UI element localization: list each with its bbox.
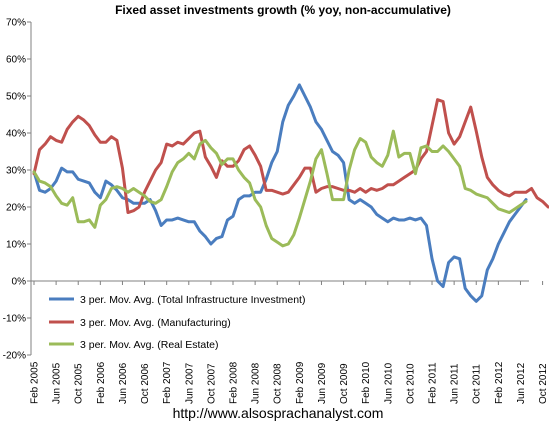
y-tick-label: 30%	[6, 166, 26, 177]
footer-url: http://www.alsosprachanalyst.com	[173, 405, 384, 421]
y-tick-label: 20%	[6, 203, 26, 214]
x-tick-label: Feb 2007	[162, 361, 173, 404]
x-tick-label: Jun 2009	[317, 362, 328, 404]
x-tick-label: Jun 2012	[516, 362, 527, 404]
y-axis: 70% 60% 50% 40% 30% 20% 10% 0% -10% -20%	[3, 18, 32, 362]
legend-label: 3 per. Mov. Avg. (Real Estate)	[80, 339, 219, 351]
y-tick-label: 0%	[12, 277, 27, 288]
x-tick-label: Feb 2012	[494, 361, 505, 404]
x-tick-label: Jun 2008	[251, 362, 262, 404]
y-tick-label: 60%	[6, 55, 26, 66]
y-tick-label: 10%	[6, 240, 26, 251]
y-tick-label: 40%	[6, 129, 26, 140]
x-tick-label: Feb 2011	[428, 362, 439, 404]
y-tick-label: -20%	[3, 351, 26, 362]
legend-label: 3 per. Mov. Avg. (Manufacturing)	[80, 317, 231, 329]
x-tick-label: Jun 2010	[383, 362, 394, 404]
x-tick-label: Oct 2007	[206, 363, 217, 404]
chart-title: Fixed asset investments growth (% yoy, n…	[115, 3, 451, 17]
x-tick-label: Feb 2009	[295, 361, 306, 404]
x-tick-label: Jun 2007	[184, 362, 195, 404]
x-tick-label: Oct 2011	[472, 364, 483, 404]
x-tick-label: Oct 2012	[538, 363, 549, 404]
x-tick-label: Jun 2005	[52, 362, 63, 404]
series-lines	[32, 83, 549, 303]
x-tick-label: Jun 2006	[118, 362, 129, 404]
x-tick-label: Feb 2008	[229, 361, 240, 404]
series-line-3	[32, 129, 528, 248]
x-tick-label: Feb 2006	[96, 361, 107, 404]
legend: 3 per. Mov. Avg. (Total Infrastructure I…	[49, 294, 305, 351]
series-line-1	[32, 83, 528, 303]
x-tick-label: Feb 2005	[30, 361, 41, 404]
x-tick-label: Feb 2010	[361, 361, 372, 404]
x-tick-label: Jun 2011	[450, 363, 461, 404]
x-tick-label: Oct 2006	[140, 363, 151, 404]
x-axis: Feb 2005 Jun 2005 Oct 2005 Feb 2006 Jun 2006…	[30, 280, 549, 404]
x-tick-label: Oct 2008	[273, 363, 284, 404]
y-tick-label: 70%	[6, 18, 26, 29]
y-tick-label: 50%	[6, 92, 26, 103]
x-tick-label: Oct 2009	[339, 363, 350, 404]
legend-label: 3 per. Mov. Avg. (Total Infrastructure I…	[80, 294, 305, 306]
series-line-2	[32, 98, 549, 215]
y-tick-label: -10%	[3, 314, 26, 325]
x-tick-label: Oct 2010	[405, 363, 416, 404]
x-tick-label: Oct 2005	[74, 363, 85, 404]
